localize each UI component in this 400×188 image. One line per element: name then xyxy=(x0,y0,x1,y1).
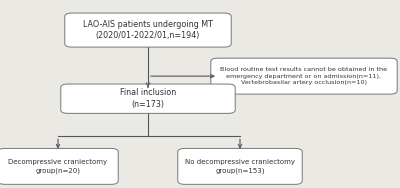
FancyBboxPatch shape xyxy=(211,58,397,94)
FancyBboxPatch shape xyxy=(178,149,302,184)
Text: LAO-AIS patients undergoing MT
(2020/01-2022/01,n=194): LAO-AIS patients undergoing MT (2020/01-… xyxy=(83,20,213,40)
Text: Final inclusion
(n=173): Final inclusion (n=173) xyxy=(120,89,176,109)
Text: Decompressive craniectomy
group(n=20): Decompressive craniectomy group(n=20) xyxy=(8,159,108,174)
FancyBboxPatch shape xyxy=(61,84,235,113)
Text: No decompressive craniectomy
group(n=153): No decompressive craniectomy group(n=153… xyxy=(185,159,295,174)
Text: Blood routine test results cannot be obtained in the
emergency department or on : Blood routine test results cannot be obt… xyxy=(220,67,388,85)
FancyBboxPatch shape xyxy=(65,13,231,47)
FancyBboxPatch shape xyxy=(0,149,118,184)
